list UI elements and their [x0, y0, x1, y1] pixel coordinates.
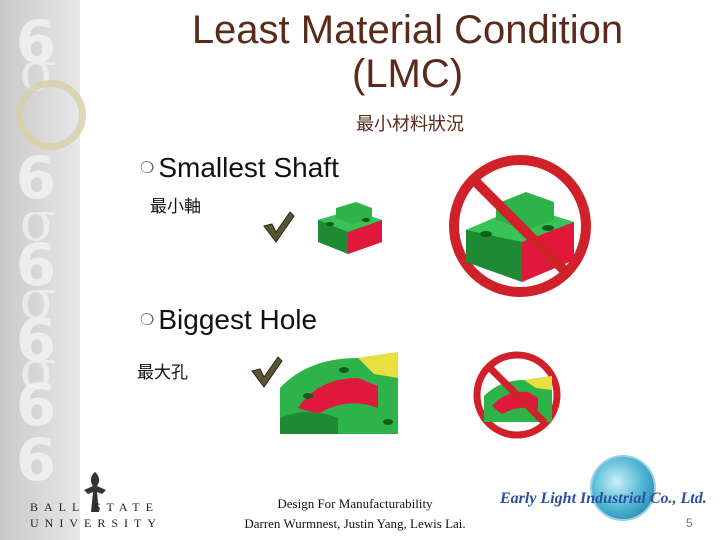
no-sign-hole-image [473, 351, 561, 439]
six-watermark: 6 [15, 231, 57, 299]
decorative-sidebar: 6 σ 6 σ 6 σ 6 σ 6 6 [0, 0, 86, 540]
page-number: 5 [686, 516, 693, 530]
title-line-2: (LMC) [351, 52, 464, 96]
bullet-chinese-label: 最大孔 [137, 363, 188, 383]
no-sign-shaft-image [449, 155, 591, 297]
title-line-1: Least Material Condition [191, 8, 624, 52]
bullet-icon: ❍ [140, 312, 155, 329]
hole-part-image [280, 352, 398, 434]
company-logo-text: Early Light Industrial Co., Ltd. [500, 490, 707, 507]
page-title: Least Material Condition (LMC) [160, 8, 655, 96]
six-watermark: 6 [15, 8, 57, 76]
ring-decoration [16, 80, 86, 150]
sigma-watermark: σ [19, 268, 57, 331]
bullet-biggest-hole: ❍ Biggest Hole [140, 304, 317, 336]
six-watermark: 6 [15, 371, 57, 439]
six-watermark: 6 [15, 144, 57, 212]
shaft-part-image [318, 202, 382, 254]
sigma-watermark: σ [19, 190, 57, 253]
bullet-icon: ❍ [140, 160, 155, 177]
bullet-label: Smallest Shaft [158, 152, 339, 183]
footer-authors: Darren Wurmnest, Justin Yang, Lewis Lai. [244, 516, 466, 531]
bullet-chinese-label: 最小軸 [150, 197, 201, 217]
bullet-label: Biggest Hole [158, 304, 318, 335]
ball-state-logo: BALL STATE UNIVERSITY [30, 470, 170, 532]
six-watermark: 6 [15, 306, 57, 374]
sigma-watermark: σ [19, 338, 57, 401]
logo-bottom-text: UNIVERSITY [30, 516, 162, 530]
checkmark-icon [263, 211, 295, 243]
bullet-smallest-shaft: ❍ Smallest Shaft [140, 152, 339, 184]
page-subtitle: 最小材料狀況 [356, 114, 464, 135]
six-watermark: 6 [15, 426, 57, 494]
globe-logo-icon [590, 455, 656, 521]
checkmark-icon [251, 356, 283, 388]
footer-course: Design For Manufacturability [277, 496, 433, 511]
beneficence-statue-icon [84, 472, 106, 512]
logo-top-text: BALL STATE [30, 500, 159, 514]
